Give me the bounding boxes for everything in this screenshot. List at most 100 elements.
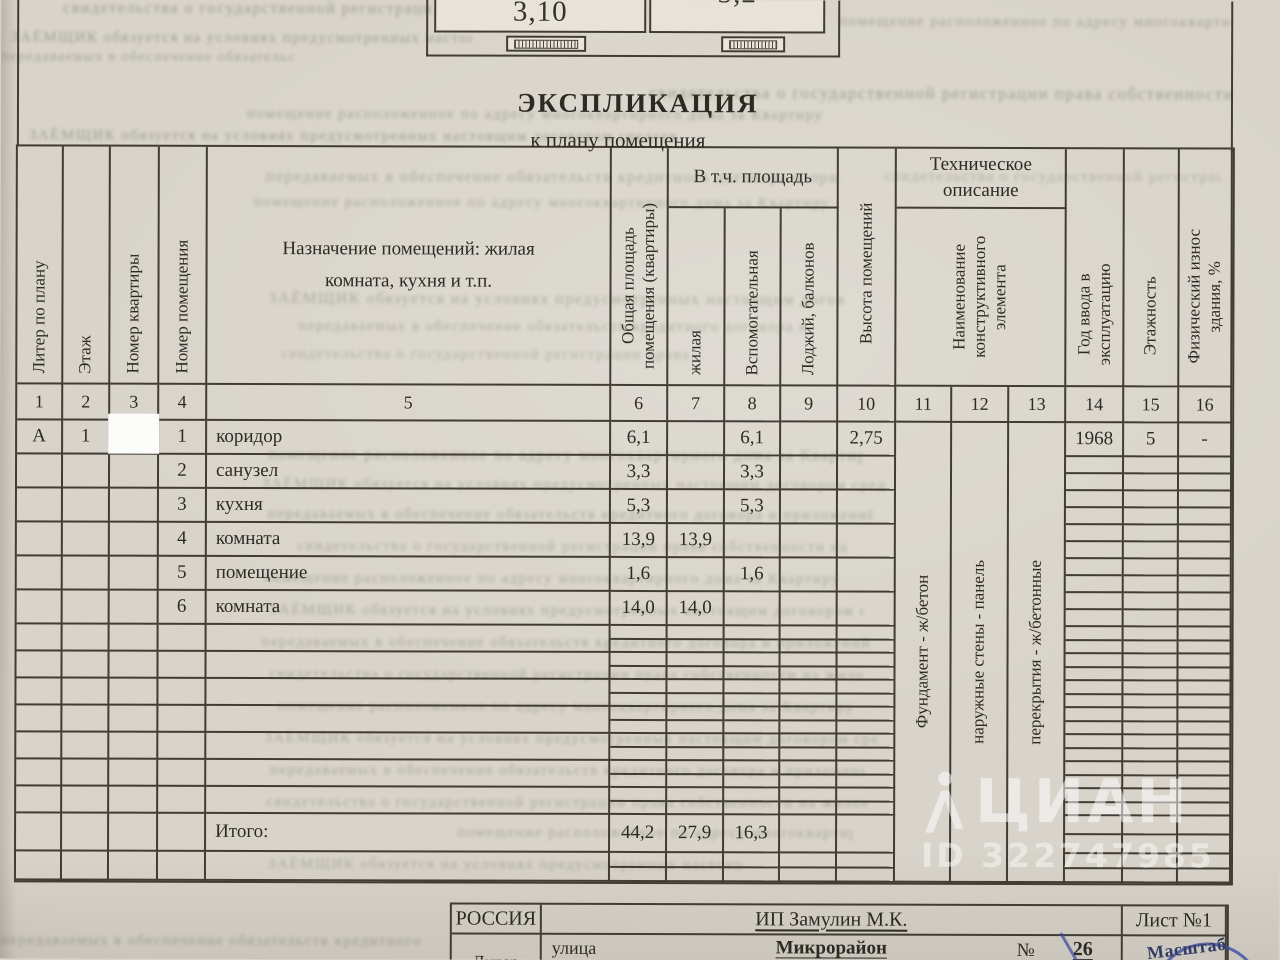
- column-number: 8: [725, 386, 782, 423]
- floor-plan-fragment: 3,10 3,2: [426, 0, 841, 58]
- empty-cell: [724, 653, 781, 681]
- empty-cell: [780, 490, 838, 525]
- totals-living: 27,9: [667, 815, 725, 854]
- cian-watermark: ЦИАН ID 322747985: [920, 767, 1271, 876]
- empty-cell: [780, 592, 838, 627]
- empty-cell: [16, 705, 63, 733]
- empty-cell: [158, 624, 207, 652]
- cell-purpose: комната: [206, 590, 611, 626]
- empty-cell: [206, 624, 611, 653]
- empty-cell: [158, 786, 207, 814]
- header-total-area: Общая площадь помещения (квартиры): [611, 147, 669, 387]
- empty-cell: [62, 488, 110, 523]
- header-room-number: Номер помещения: [159, 146, 208, 385]
- empty-cell: [109, 488, 159, 523]
- cell-year-built: 1968: [1066, 423, 1125, 458]
- empty-cell: [836, 853, 896, 883]
- empty-cell: [780, 524, 838, 559]
- column-number: 13: [1009, 386, 1067, 424]
- bleedthrough-line: ЗАЁМЩИК обязуется на условиях предусмотр…: [11, 29, 472, 47]
- column-number: 14: [1066, 387, 1125, 424]
- empty-cell: [610, 679, 668, 708]
- header-floor: Этаж: [63, 146, 111, 385]
- cell-purpose: коридор: [207, 420, 612, 456]
- header-construct-element: Наименование конструктивного элемента: [896, 208, 1067, 388]
- empty-cell: [1065, 593, 1124, 628]
- cell-room-no: 5: [158, 556, 207, 591]
- plan-room-left: 3,10: [434, 0, 647, 34]
- empty-cell: [724, 680, 781, 708]
- empty-cell: [109, 759, 159, 787]
- footer-row2-label: Литер: [451, 934, 542, 960]
- watermark-id: ID 322747985: [920, 835, 1215, 876]
- empty-cell: [667, 680, 725, 708]
- cell-room-no: 3: [158, 488, 207, 523]
- cell-total: 14,0: [610, 591, 668, 627]
- empty-cell: [62, 522, 110, 557]
- empty-cell: [16, 522, 63, 557]
- header-tech-group: Техническое описание: [896, 148, 1067, 210]
- empty-cell: [206, 732, 611, 761]
- empty-cell: [16, 813, 63, 852]
- empty-cell: [1178, 457, 1233, 492]
- cell-auxiliary: 6,1: [725, 422, 782, 457]
- empty-cell: [724, 592, 781, 627]
- cell-liter: А: [17, 420, 64, 455]
- empty-cell: [62, 556, 110, 591]
- cell-room-no: 1: [159, 420, 208, 455]
- header-purpose: Назначение помещений: жилая комната, кух…: [207, 146, 612, 386]
- empty-cell: [1178, 627, 1232, 655]
- empty-cell: [667, 734, 725, 762]
- page-frame-left-line: [16, 0, 20, 147]
- empty-cell: [1065, 559, 1124, 594]
- bleedthrough-line: передаваемых в обеспечение обязательств …: [1, 49, 297, 66]
- footer-executor: ИП Замулин М.К.: [541, 904, 1123, 937]
- empty-cell: [1123, 457, 1180, 492]
- empty-cell: [16, 759, 63, 787]
- empty-cell: [1065, 627, 1124, 655]
- empty-cell: [610, 733, 668, 762]
- cell-purpose: санузел: [206, 454, 612, 490]
- empty-cell: [62, 813, 110, 852]
- empty-cell: [109, 556, 159, 591]
- empty-cell: [667, 490, 725, 525]
- empty-cell: [837, 490, 896, 525]
- bleedthrough-line: передаваемых в обеспечение обязательств …: [0, 932, 426, 950]
- window-symbol: [506, 35, 587, 52]
- cian-person-icon: [925, 771, 964, 833]
- empty-cell: [1123, 627, 1179, 655]
- empty-cell: [62, 590, 110, 625]
- empty-cell: [62, 624, 110, 652]
- empty-cell: [667, 456, 726, 491]
- empty-cell: [158, 651, 207, 679]
- empty-cell: [109, 732, 159, 760]
- cell-purpose: помещение: [206, 556, 611, 592]
- header-year-built: Год ввода в эксплуатацию: [1066, 149, 1125, 388]
- column-number: 15: [1124, 387, 1180, 424]
- empty-cell: [157, 851, 207, 881]
- empty-cell: [724, 626, 781, 654]
- empty-cell: [109, 522, 159, 557]
- empty-cell: [1123, 593, 1179, 628]
- empty-cell: [158, 732, 207, 760]
- empty-cell: [205, 851, 611, 882]
- footer-country: РОССИЯ: [451, 904, 542, 935]
- cell-total: 3,3: [610, 455, 669, 491]
- empty-cell: [1123, 654, 1179, 682]
- empty-cell: [16, 678, 63, 706]
- cell-total: 1,6: [610, 557, 668, 593]
- header-area-group: В т.ч. площадь: [668, 148, 839, 209]
- cell-auxiliary: 5,3: [724, 490, 781, 525]
- empty-cell: [1123, 559, 1179, 594]
- empty-cell: [1065, 457, 1125, 492]
- empty-cell: [109, 705, 159, 733]
- column-number: 2: [63, 384, 111, 421]
- column-number: 7: [668, 386, 726, 423]
- empty-cell: [837, 626, 896, 654]
- header-loggia-area: Лоджий, балконов: [781, 208, 839, 387]
- header-height: Высота помещений: [838, 148, 897, 387]
- cell-room-no: 4: [158, 522, 207, 557]
- empty-cell: [780, 680, 838, 708]
- subtitle-text: к плану помещения: [530, 127, 706, 153]
